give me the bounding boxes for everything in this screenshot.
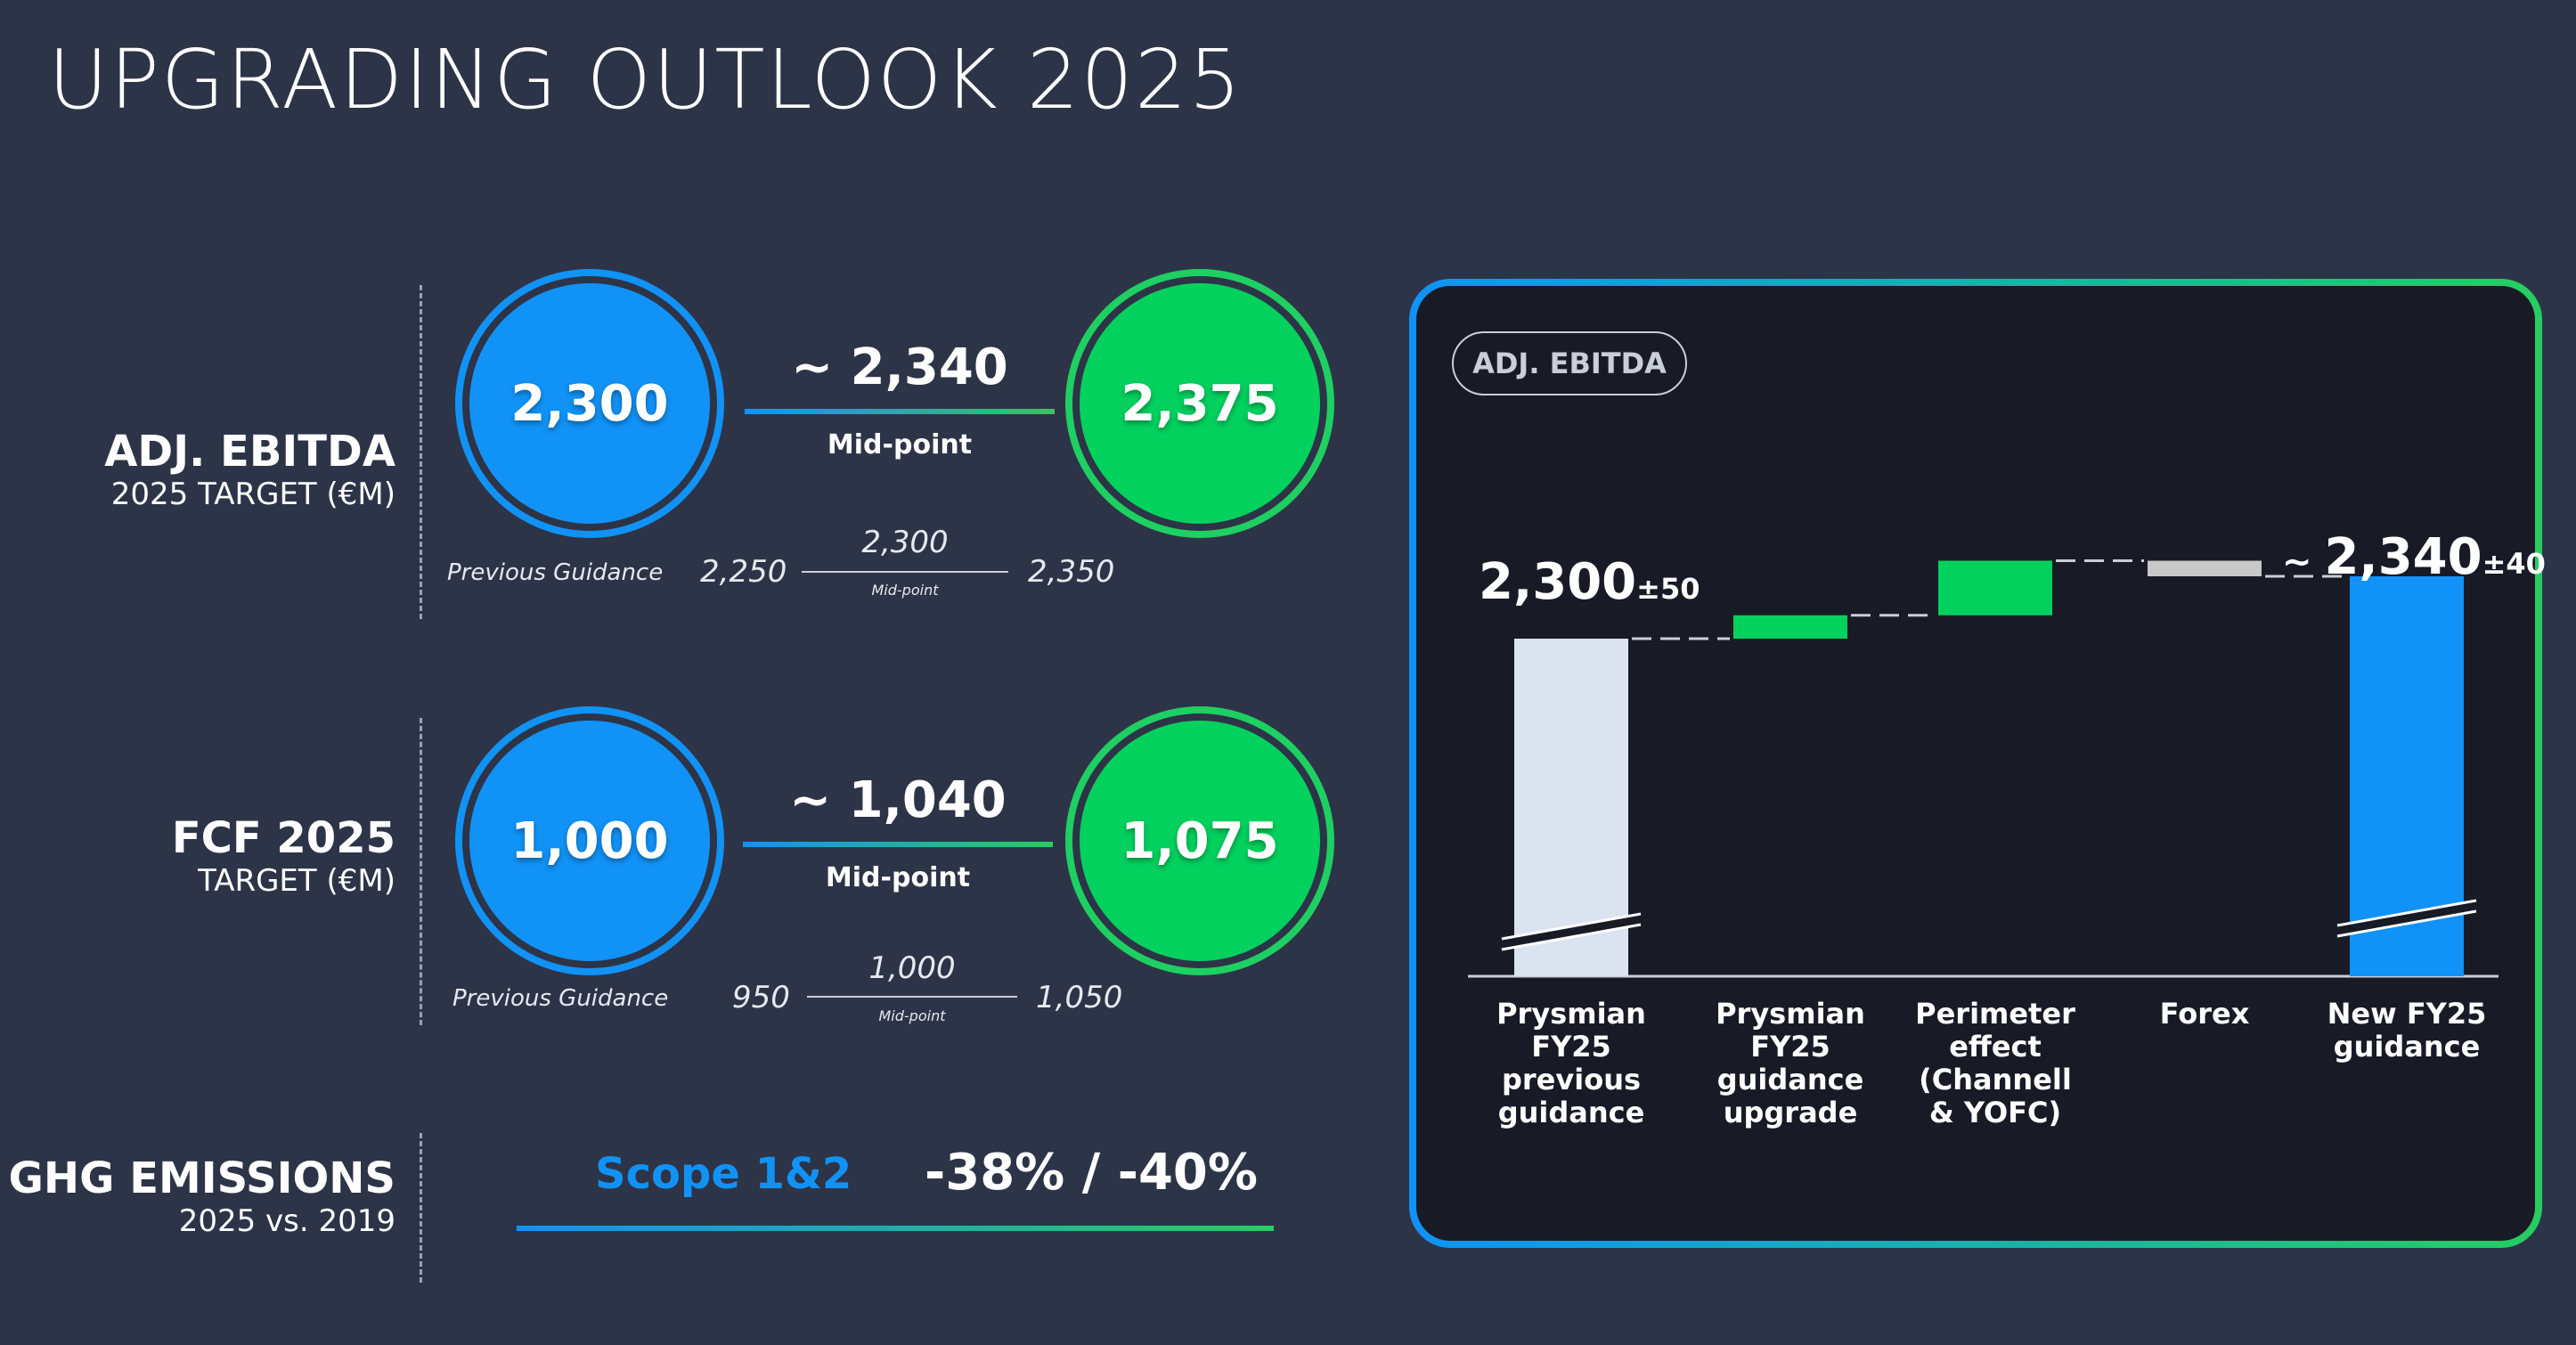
ebitda-label: ADJ. EBITDA <box>104 427 395 477</box>
category-label-5-line-1: New FY25 <box>2327 997 2487 1031</box>
category-label-3-line-1: Perimeter <box>1915 997 2075 1031</box>
axis-break-line-bottom-1 <box>1501 923 1642 951</box>
ghg-scope-label: Scope 1&2 <box>595 1149 852 1199</box>
row-divider-ghg <box>420 1133 422 1283</box>
bar-increase-2 <box>1938 560 2052 615</box>
category-label-1-line-2: FY25 <box>1531 1030 1611 1064</box>
row-divider-fcf <box>420 718 422 1025</box>
ghg-row-label: GHG EMISSIONS 2025 vs. 2019 <box>8 1153 395 1240</box>
fcf-midpoint-line <box>743 842 1053 847</box>
category-label-2-line-2: FY25 <box>1750 1030 1830 1064</box>
axis-break-line-top-2 <box>2336 899 2477 927</box>
row-divider-ebitda <box>420 285 422 619</box>
panel-badge: ADJ. EBITDA <box>1452 331 1687 395</box>
category-label-2-line-1: Prysmian <box>1716 997 1865 1031</box>
category-label-5-line-2: guidance <box>2334 1030 2481 1064</box>
category-label-4-line-1: Forex <box>2160 997 2250 1031</box>
ebitda-midpoint-line <box>745 409 1055 414</box>
ebitda-row-label: ADJ. EBITDA 2025 TARGET (€M) <box>104 427 395 513</box>
bar-increase-1 <box>1733 615 1847 639</box>
ghg-underline <box>517 1226 1274 1231</box>
ghg-value: -38% / -40% <box>925 1144 1259 1202</box>
axis-break-gap-2 <box>2337 901 2476 936</box>
fcf-previous-low: 950 <box>732 980 790 1015</box>
axis-break-line-bottom-2 <box>2336 909 2477 938</box>
category-label-2-line-4: upgrade <box>1724 1096 1858 1129</box>
fcf-previous-label: Previous Guidance <box>452 985 669 1012</box>
ebitda-sublabel: 2025 TARGET (€M) <box>110 477 395 513</box>
axis-break-gap-1 <box>1502 914 1641 950</box>
axis-break-line-top-1 <box>1501 912 1642 941</box>
ebitda-previous-low: 2,250 <box>700 554 787 590</box>
fcf-previous-mid: 1,000 <box>868 950 956 986</box>
ebitda-previous-line <box>802 571 1008 573</box>
ebitda-previous-high: 2,350 <box>1028 554 1115 590</box>
fcf-previous-high: 1,050 <box>1036 980 1123 1015</box>
ebitda-midpoint-label: Mid-point <box>827 429 973 461</box>
category-label-3-line-4: & YOFC) <box>1929 1096 2061 1129</box>
ebitda-previous-label: Previous Guidance <box>447 559 664 586</box>
ebitda-low-circle: 2,300 <box>469 283 710 524</box>
bar-decrease-3 <box>2148 560 2262 576</box>
fcf-label: FCF 2025 <box>171 813 395 863</box>
ebitda-midpoint-value: ~ 2,340 <box>791 338 1008 396</box>
category-label-1-line-3: previous <box>1502 1063 1641 1096</box>
fcf-row-label: FCF 2025 TARGET (€M) <box>171 813 395 900</box>
fcf-midpoint-label: Mid-point <box>825 862 971 893</box>
ebitda-previous-mid: 2,300 <box>861 525 949 560</box>
ghg-label: GHG EMISSIONS <box>8 1153 395 1203</box>
fcf-high-circle: 1,075 <box>1080 721 1320 961</box>
label-start-value: 2,300±50 <box>1479 553 1700 611</box>
category-label-1-line-1: Prysmian <box>1496 997 1646 1031</box>
page-title: UPGRADING OUTLOOK 2025 <box>48 32 1243 127</box>
ghg-sublabel: 2025 vs. 2019 <box>178 1203 395 1240</box>
fcf-low-circle: 1,000 <box>469 721 710 961</box>
category-label-1-line-4: guidance <box>1498 1096 1645 1129</box>
fcf-previous-line <box>807 996 1017 998</box>
fcf-sublabel: TARGET (€M) <box>198 863 395 900</box>
category-label-2-line-3: guidance <box>1717 1063 1864 1096</box>
ebitda-previous-mid-label: Mid-point <box>871 582 939 599</box>
fcf-previous-mid-label: Mid-point <box>878 1007 946 1024</box>
label-end-value: ~ 2,340±40 <box>2282 528 2546 586</box>
ebitda-high-circle: 2,375 <box>1080 283 1320 524</box>
category-label-3-line-3: (Channell <box>1919 1063 2072 1096</box>
category-label-3-line-2: effect <box>1949 1030 2042 1064</box>
fcf-midpoint-value: ~ 1,040 <box>789 771 1007 829</box>
